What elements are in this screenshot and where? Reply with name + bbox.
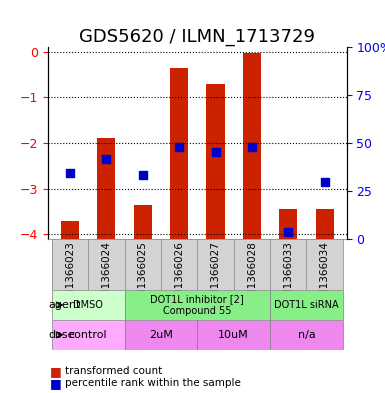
Text: GSM1366034: GSM1366034: [320, 242, 330, 311]
FancyBboxPatch shape: [52, 320, 124, 350]
Bar: [206, 84, 224, 239]
Text: GSM1366026: GSM1366026: [174, 242, 184, 311]
Bar: [124, 239, 161, 290]
Point: [103, 156, 109, 162]
Point: [213, 149, 219, 155]
Point: [67, 170, 73, 176]
Text: DOT1L siRNA: DOT1L siRNA: [274, 300, 339, 310]
FancyBboxPatch shape: [270, 290, 343, 320]
FancyBboxPatch shape: [198, 320, 270, 350]
FancyBboxPatch shape: [124, 290, 270, 320]
Text: ■: ■: [50, 365, 62, 378]
Point: [249, 143, 255, 150]
Text: DOT1L inhibitor [2]
Compound 55: DOT1L inhibitor [2] Compound 55: [151, 294, 244, 316]
Bar: [88, 239, 124, 290]
FancyBboxPatch shape: [270, 320, 343, 350]
Bar: [243, 53, 261, 239]
Bar: [134, 205, 152, 239]
FancyBboxPatch shape: [124, 320, 198, 350]
Text: transformed count: transformed count: [65, 366, 163, 376]
Bar: [52, 239, 88, 290]
Bar: [279, 209, 297, 239]
Bar: [316, 209, 334, 239]
Text: control: control: [69, 330, 107, 340]
Point: [140, 172, 146, 178]
Bar: [61, 221, 79, 239]
Text: GSM1366023: GSM1366023: [65, 242, 75, 311]
Point: [176, 143, 182, 150]
Bar: [170, 68, 188, 239]
Text: 2uM: 2uM: [149, 330, 173, 340]
Bar: [234, 239, 270, 290]
Bar: [161, 239, 197, 290]
Title: GDS5620 / ILMN_1713729: GDS5620 / ILMN_1713729: [79, 28, 315, 46]
Bar: [198, 239, 234, 290]
FancyBboxPatch shape: [52, 290, 124, 320]
Point: [321, 179, 328, 185]
Point: [285, 229, 291, 235]
Text: GSM1366028: GSM1366028: [247, 242, 257, 311]
Text: percentile rank within the sample: percentile rank within the sample: [65, 378, 241, 388]
Text: GSM1366025: GSM1366025: [138, 242, 148, 311]
Text: dose: dose: [49, 330, 75, 340]
Text: GSM1366027: GSM1366027: [211, 242, 221, 311]
Text: ■: ■: [50, 376, 62, 390]
Bar: [97, 138, 116, 239]
Text: GSM1366024: GSM1366024: [101, 242, 111, 311]
Text: GSM1366033: GSM1366033: [283, 242, 293, 311]
Text: DMSO: DMSO: [73, 300, 103, 310]
Text: n/a: n/a: [298, 330, 315, 340]
Text: agent: agent: [49, 300, 81, 310]
Bar: [306, 239, 343, 290]
Text: 10uM: 10uM: [218, 330, 249, 340]
Bar: [270, 239, 306, 290]
